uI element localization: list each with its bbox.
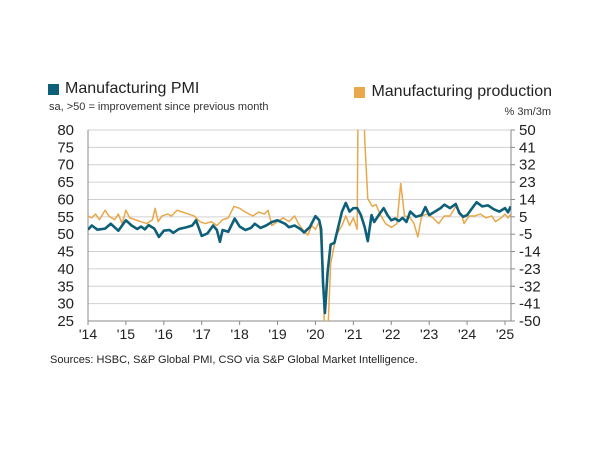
left-tick-label: 35 [57, 278, 74, 295]
x-tick-label: '14 [79, 326, 97, 342]
right-tick-label: -32 [519, 278, 541, 295]
left-tick-label: 25 [57, 313, 74, 330]
x-tick-label: '16 [155, 326, 173, 342]
right-tick-label: -5 [519, 226, 532, 243]
x-tick-label: '20 [306, 326, 324, 342]
x-tick-label: '24 [458, 326, 476, 342]
legend-swatch-pmi [48, 83, 59, 95]
legend-swatch-production [354, 86, 366, 98]
left-tick-label: 65 [57, 174, 74, 191]
right-tick-label: -23 [519, 261, 541, 278]
left-tick-label: 70 [57, 157, 74, 174]
series-line-production [88, 130, 511, 321]
left-axis-subtitle: sa, >50 = improvement since previous mon… [49, 101, 269, 113]
series-line-pmi [88, 200, 511, 315]
left-tick-label: 45 [57, 244, 74, 261]
x-tick-label: '23 [420, 326, 438, 342]
left-tick-label: 80 [57, 122, 74, 139]
x-tick-label: '19 [268, 326, 286, 342]
right-axis-subtitle: % 3m/3m [504, 106, 551, 118]
source-note: Sources: HSBC, S&P Global PMI, CSO via S… [50, 354, 418, 366]
right-tick-label: 5 [519, 209, 527, 226]
left-tick-label: 60 [57, 191, 74, 208]
right-tick-label: -50 [519, 313, 541, 330]
right-tick-label: 14 [519, 191, 536, 208]
legend-pmi: Manufacturing PMI [48, 80, 199, 98]
x-tick-label: '22 [382, 326, 400, 342]
x-tick-label: '21 [344, 326, 362, 342]
left-tick-label: 55 [57, 209, 74, 226]
right-tick-label: 50 [519, 122, 536, 139]
right-tick-label: -14 [519, 244, 541, 261]
left-tick-label: 75 [57, 139, 74, 156]
legend-label-pmi: Manufacturing PMI [65, 80, 200, 97]
right-tick-label: 41 [519, 139, 536, 156]
right-tick-label: 23 [519, 174, 536, 191]
legend-label-production: Manufacturing production [371, 83, 552, 100]
x-tick-label: '15 [117, 326, 135, 342]
left-tick-label: 30 [57, 296, 74, 313]
legend-production: Manufacturing production [354, 83, 552, 101]
left-tick-label: 40 [57, 261, 74, 278]
x-tick-label: '18 [231, 326, 249, 342]
right-tick-label: 32 [519, 157, 536, 174]
x-tick-label: '25 [496, 326, 514, 342]
left-tick-label: 50 [57, 226, 74, 243]
x-tick-label: '17 [193, 326, 211, 342]
right-tick-label: -41 [519, 296, 541, 313]
